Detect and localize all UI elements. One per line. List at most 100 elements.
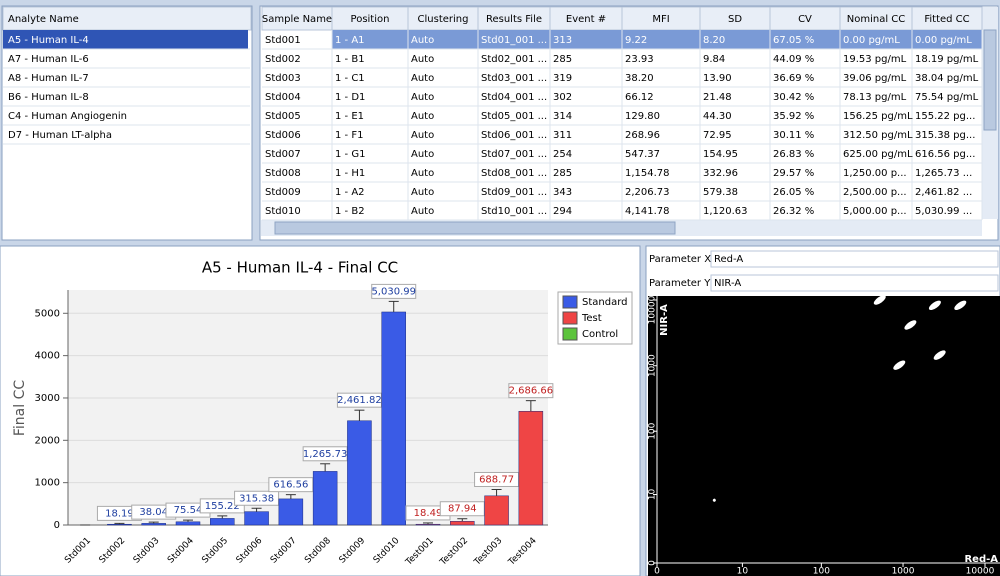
cell: 9.22: [625, 35, 647, 46]
scatter-point: [873, 295, 886, 305]
analyte-item[interactable]: A5 - Human IL-4: [8, 35, 89, 46]
cell: 4,141.78: [625, 206, 670, 217]
value-label: 315.38: [239, 493, 274, 504]
cell: 1 - G1: [335, 149, 365, 160]
v-scroll-thumb[interactable]: [983, 29, 997, 131]
cell: 5,000.00 p...: [843, 206, 907, 217]
value-label-box: [508, 383, 554, 399]
legend-swatch: [562, 295, 578, 309]
cell: 547.37: [625, 149, 660, 160]
value-label: 38.04: [139, 507, 168, 518]
cell: 579.38: [703, 187, 738, 198]
cell: 1 - A2: [335, 187, 365, 198]
bar: [518, 410, 544, 526]
column-header-text: SD: [728, 14, 742, 25]
cell: Std008: [265, 168, 301, 179]
legend-swatch: [562, 311, 578, 325]
cell: 156.25 pg/mL: [843, 111, 913, 122]
cell: 2,206.73: [625, 187, 670, 198]
value-label: 18.49: [414, 508, 443, 519]
cell: 332.96: [703, 168, 738, 179]
analyte-item[interactable]: B6 - Human IL-8: [8, 92, 89, 103]
cell: Std004: [265, 92, 301, 103]
cell: Auto: [411, 73, 434, 84]
column-header-text: Sample Name: [262, 14, 332, 25]
cell: Std08_001 ...: [481, 168, 547, 179]
cell: Std010: [265, 206, 301, 217]
cell: Std003: [265, 73, 301, 84]
cell: 2,461.82 ...: [915, 187, 972, 198]
cell: Auto: [411, 130, 434, 141]
cell: 319: [553, 73, 572, 84]
column-header-text: Position: [351, 14, 390, 25]
value-label: 5,030.99: [371, 286, 416, 297]
cell: 155.22 pg...: [915, 111, 975, 122]
cell: 154.95: [703, 149, 738, 160]
row-selected: [332, 30, 982, 49]
cell: Std09_001 ...: [481, 187, 547, 198]
cell: Std007: [265, 149, 301, 160]
cell: 13.90: [703, 73, 732, 84]
analyte-item[interactable]: C4 - Human Angiogenin: [8, 111, 127, 122]
analyte-item[interactable]: D7 - Human LT-alpha: [8, 130, 112, 141]
cell: 26.83 %: [773, 149, 814, 160]
s-x-tick-label: 100: [813, 567, 830, 576]
analyte-item[interactable]: A8 - Human IL-7: [8, 73, 89, 84]
param-y-select[interactable]: [710, 274, 999, 292]
cell: 1 - B2: [335, 206, 365, 217]
cell: Std06_001 ...: [481, 130, 547, 141]
param-x-value[interactable]: Red-A: [714, 254, 743, 265]
cell: 343: [553, 187, 572, 198]
param-x-label: Parameter X: [649, 254, 711, 265]
legend-label: Control: [582, 329, 618, 340]
s-y-tick-label: 100: [648, 422, 658, 439]
s-y-tick-label: 10: [648, 489, 658, 501]
cell: 1,250.00 p...: [843, 168, 907, 179]
y-tick-label: 2000: [35, 435, 60, 446]
column-header-text: Fitted CC: [924, 14, 969, 25]
cell: 302: [553, 92, 572, 103]
cell: Auto: [411, 168, 434, 179]
bar: [107, 523, 132, 526]
column-header-text: Results File: [486, 14, 542, 25]
s-y-tick-label: 0: [648, 560, 658, 566]
y-tick-label: 5000: [35, 308, 60, 319]
legend-box: [557, 291, 633, 345]
analyte-item[interactable]: A7 - Human IL-6: [8, 54, 89, 65]
s-y-tick-label: 10000: [648, 295, 658, 324]
cell: 1 - E1: [335, 111, 364, 122]
h-scroll-thumb[interactable]: [274, 221, 676, 235]
cell: 38.20: [625, 73, 654, 84]
y-tick-label: 4000: [35, 351, 60, 362]
param-x-select[interactable]: [710, 250, 999, 268]
cell: 78.13 pg/mL: [843, 92, 907, 103]
bar: [141, 523, 166, 526]
bar: [347, 420, 372, 526]
cell: 44.09 %: [773, 54, 814, 65]
cell: 2,500.00 p...: [843, 187, 907, 198]
cell: 268.96: [625, 130, 660, 141]
column-header-text: Clustering: [418, 14, 469, 25]
legend-label: Standard: [582, 297, 628, 308]
cell: Auto: [411, 187, 434, 198]
cell: 39.06 pg/mL: [843, 73, 907, 84]
cell: 625.00 pg/mL: [843, 149, 913, 160]
s-x-label: Red-A: [964, 554, 998, 565]
param-y-value[interactable]: NIR-A: [714, 278, 741, 289]
bar: [244, 511, 269, 526]
scatter-point: [954, 300, 967, 311]
y-tick-label: 3000: [35, 393, 60, 404]
cell: Std01_001 ...: [481, 35, 547, 46]
cell: 313: [553, 35, 572, 46]
cell: Auto: [411, 149, 434, 160]
cell: 35.92 %: [773, 111, 814, 122]
value-label-box: [302, 446, 348, 462]
cell: 72.95: [703, 130, 732, 141]
value-label-box: [371, 283, 417, 299]
legend-swatch: [562, 327, 578, 341]
value-label: 616.56: [273, 480, 308, 491]
y-axis-label: Final CC: [12, 380, 28, 436]
value-label: 2,686.66: [509, 386, 554, 397]
